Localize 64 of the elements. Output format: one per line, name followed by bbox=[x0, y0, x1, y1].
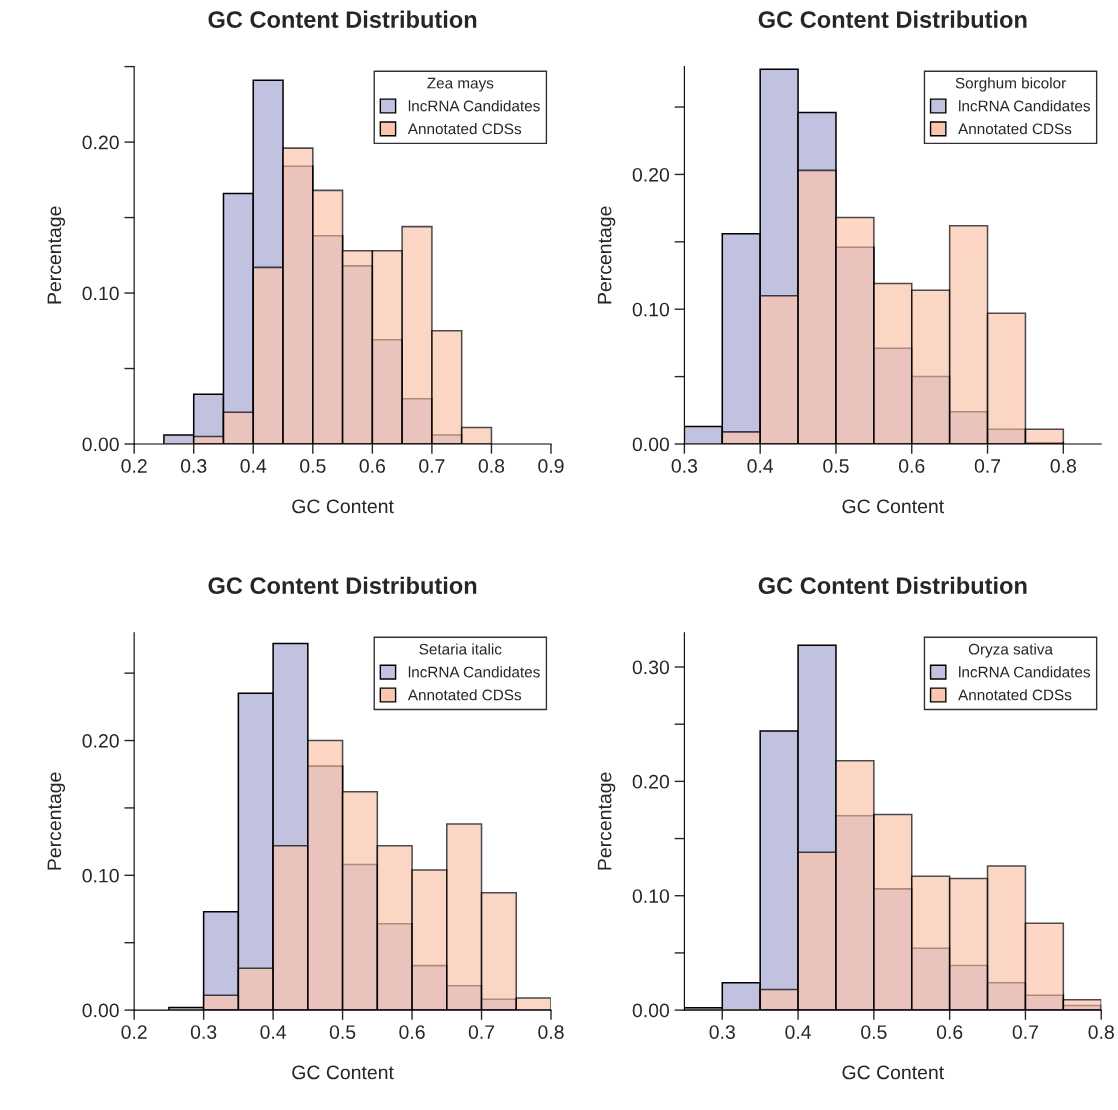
x-axis-title: GC Content bbox=[292, 499, 394, 514]
x-tick-label: 0.6 bbox=[899, 459, 925, 473]
chart-title: GC Content Distribution bbox=[758, 576, 1027, 595]
y-axis-title: Percentage bbox=[597, 206, 616, 304]
legend-label: lncRNA Candidates bbox=[408, 666, 540, 678]
x-tick-label: 0.3 bbox=[709, 1025, 735, 1039]
y-tick-label: 0.20 bbox=[632, 774, 670, 789]
x-tick-label: 0.5 bbox=[329, 1025, 356, 1039]
y-tick-label: 0.00 bbox=[82, 437, 119, 452]
chart-title: GC Content Distribution bbox=[208, 10, 477, 28]
legend-label: Annotated CDSs bbox=[407, 689, 522, 701]
x-axis-title: GC Content bbox=[292, 1065, 394, 1080]
x-axis-title: GC Content bbox=[842, 1065, 945, 1080]
legend-label: lncRNA Candidates bbox=[408, 100, 540, 112]
y-axis-title: Percentage bbox=[597, 772, 616, 870]
y-axis-title: Percentage bbox=[47, 206, 66, 304]
legend-title: Oryza sativa bbox=[968, 643, 1053, 658]
x-tick-label: 0.5 bbox=[823, 459, 849, 473]
y-tick-label: 0.20 bbox=[82, 135, 119, 150]
legend-label: Annotated CDSs bbox=[407, 123, 522, 135]
y-tick-label: 0.00 bbox=[632, 1003, 670, 1018]
x-tick-label: 0.4 bbox=[260, 1025, 287, 1039]
y-axis-title: Percentage bbox=[47, 772, 66, 870]
x-tick-label: 0.8 bbox=[1088, 1025, 1114, 1039]
x-tick-label: 0.4 bbox=[240, 459, 267, 473]
x-tick-label: 0.7 bbox=[468, 1025, 495, 1039]
x-tick-label: 0.4 bbox=[785, 1025, 812, 1039]
x-tick-label: 0.7 bbox=[974, 459, 1001, 473]
legend-label: Annotated CDSs bbox=[958, 689, 1072, 701]
y-tick-label: 0.10 bbox=[632, 302, 670, 317]
x-tick-label: 0.6 bbox=[359, 459, 386, 473]
x-tick-label: 0.3 bbox=[180, 459, 207, 473]
legend-title: Sorghum bicolor bbox=[955, 77, 1066, 92]
y-tick-label: 0.00 bbox=[632, 437, 670, 452]
x-tick-label: 0.3 bbox=[671, 459, 698, 473]
x-tick-label: 0.8 bbox=[478, 459, 505, 473]
legend-title: Zea mays bbox=[427, 77, 494, 92]
legend-title: Setaria italic bbox=[419, 643, 502, 655]
y-tick-label: 0.30 bbox=[632, 660, 670, 675]
x-tick-label: 0.7 bbox=[419, 459, 445, 473]
legend-label: lncRNA Candidates bbox=[959, 666, 1090, 678]
x-tick-label: 0.6 bbox=[399, 1025, 425, 1039]
x-tick-label: 0.8 bbox=[1050, 459, 1077, 473]
x-tick-label: 0.5 bbox=[861, 1025, 887, 1039]
y-tick-label: 0.10 bbox=[82, 286, 119, 301]
x-tick-label: 0.7 bbox=[1012, 1025, 1038, 1039]
y-tick-label: 0.10 bbox=[82, 868, 119, 883]
x-axis-title: GC Content bbox=[842, 499, 945, 514]
x-tick-label: 0.9 bbox=[538, 459, 564, 473]
chart-title: GC Content Distribution bbox=[208, 576, 477, 595]
legend-label: lncRNA Candidates bbox=[959, 100, 1090, 112]
x-tick-label: 0.5 bbox=[300, 459, 326, 473]
x-tick-label: 0.8 bbox=[538, 1025, 564, 1039]
x-tick-label: 0.3 bbox=[190, 1025, 217, 1039]
y-tick-label: 0.20 bbox=[82, 734, 119, 748]
y-tick-label: 0.00 bbox=[82, 1003, 119, 1018]
legend-label: Annotated CDSs bbox=[958, 123, 1072, 135]
y-tick-label: 0.20 bbox=[632, 167, 670, 182]
x-tick-label: 0.2 bbox=[121, 1025, 147, 1039]
x-tick-label: 0.2 bbox=[121, 459, 147, 473]
x-tick-label: 0.4 bbox=[747, 459, 774, 473]
x-tick-label: 0.6 bbox=[936, 1025, 963, 1039]
y-tick-label: 0.10 bbox=[632, 889, 670, 903]
chart-title: GC Content Distribution bbox=[758, 10, 1027, 28]
